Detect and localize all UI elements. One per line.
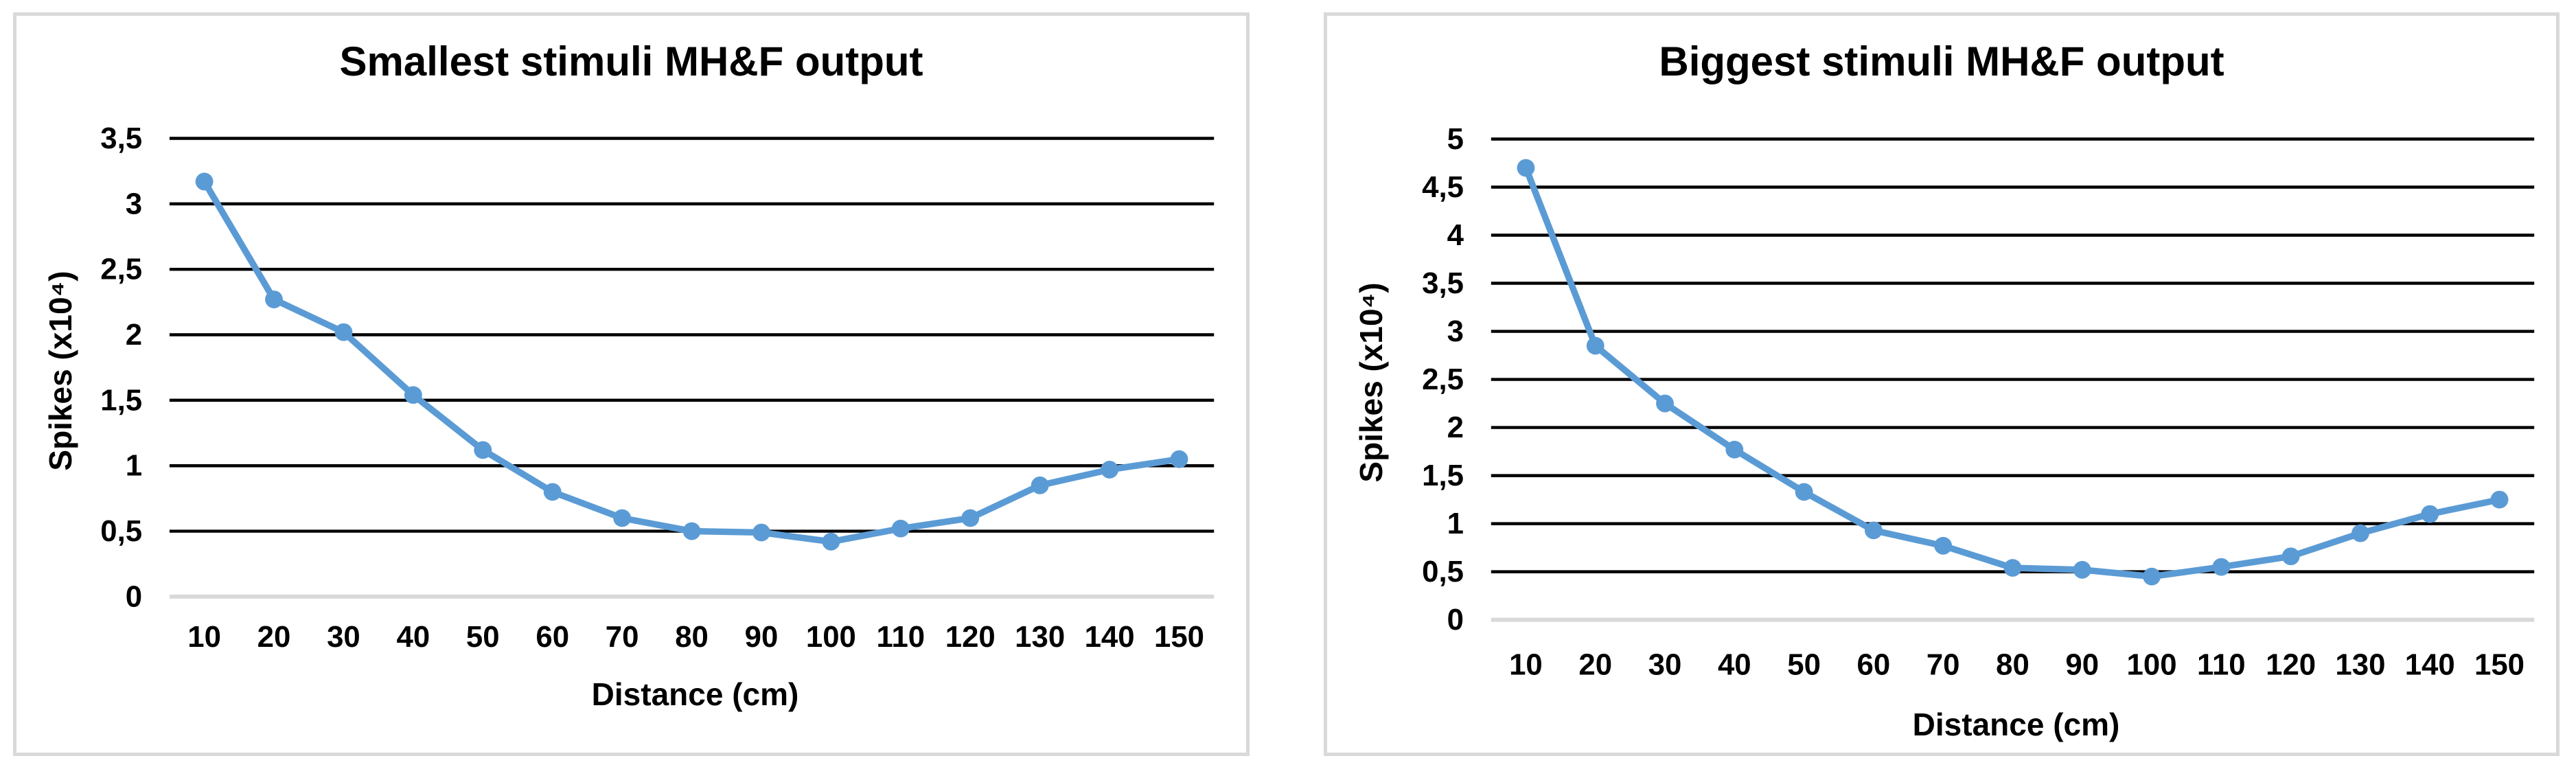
x-axis-title: Distance (cm) — [591, 676, 799, 712]
svg-text:50: 50 — [1787, 648, 1821, 682]
svg-text:50: 50 — [466, 620, 500, 654]
line-chart-plot-smallest: 3,5 3 2,5 2 1,5 1 0,5 0 10 20 30 40 50 60 70 80 90 100 110… — [100, 122, 1215, 654]
svg-text:140: 140 — [2405, 648, 2455, 682]
svg-text:120: 120 — [945, 620, 996, 654]
chart-panel-biggest-stimuli: Biggest stimuli MH&F output Spikes (x10⁴… — [1324, 12, 2560, 756]
svg-text:70: 70 — [1927, 648, 1960, 682]
svg-text:120: 120 — [2266, 648, 2316, 682]
svg-text:80: 80 — [1996, 648, 2029, 682]
svg-text:60: 60 — [536, 620, 569, 654]
svg-text:150: 150 — [1154, 620, 1204, 654]
svg-text:40: 40 — [397, 620, 430, 654]
svg-text:140: 140 — [1085, 620, 1135, 654]
svg-text:70: 70 — [606, 620, 639, 654]
svg-text:20: 20 — [1578, 648, 1612, 682]
svg-text:40: 40 — [1718, 648, 1751, 682]
svg-text:10: 10 — [1509, 648, 1543, 682]
svg-text:0,5: 0,5 — [1422, 555, 1464, 588]
svg-text:3,5: 3,5 — [1422, 266, 1464, 300]
svg-text:3: 3 — [1447, 314, 1464, 348]
svg-text:0,5: 0,5 — [100, 514, 142, 548]
svg-text:1: 1 — [1447, 507, 1464, 540]
svg-text:130: 130 — [2335, 648, 2385, 682]
svg-text:3,5: 3,5 — [100, 122, 142, 155]
svg-text:20: 20 — [257, 620, 291, 654]
chart-title: Smallest stimuli MH&F output — [339, 38, 923, 84]
svg-text:2: 2 — [126, 318, 142, 352]
svg-text:5: 5 — [1447, 122, 1464, 156]
svg-text:4: 4 — [1447, 218, 1464, 252]
svg-text:130: 130 — [1015, 620, 1065, 654]
svg-text:0: 0 — [1447, 603, 1464, 637]
svg-text:2: 2 — [1447, 411, 1464, 444]
chart-title: Biggest stimuli MH&F output — [1659, 38, 2224, 84]
svg-text:110: 110 — [2197, 648, 2246, 682]
svg-text:100: 100 — [806, 620, 856, 654]
svg-text:100: 100 — [2127, 648, 2177, 682]
svg-text:80: 80 — [675, 620, 709, 654]
svg-text:30: 30 — [327, 620, 360, 654]
svg-text:60: 60 — [1857, 648, 1891, 682]
svg-text:0: 0 — [126, 580, 142, 613]
svg-text:2,5: 2,5 — [100, 253, 142, 286]
svg-text:2,5: 2,5 — [1422, 363, 1464, 396]
svg-text:1,5: 1,5 — [1422, 459, 1464, 492]
svg-text:3: 3 — [126, 187, 142, 220]
svg-text:4,5: 4,5 — [1422, 170, 1464, 204]
svg-text:1,5: 1,5 — [100, 383, 142, 417]
svg-text:90: 90 — [2065, 648, 2099, 682]
svg-text:90: 90 — [745, 620, 779, 654]
x-axis-title: Distance (cm) — [1912, 707, 2120, 742]
svg-text:1: 1 — [126, 449, 142, 483]
line-chart-plot-biggest: 5 4,5 4 3,5 3 2,5 2 1,5 1 0,5 0 10 20 30 40 50 60 70 80 90 1… — [1422, 122, 2535, 682]
svg-text:30: 30 — [1648, 648, 1682, 682]
chart-panel-smallest-stimuli: Smallest stimuli MH&F output Spikes (x10… — [13, 12, 1250, 756]
svg-text:110: 110 — [877, 620, 925, 654]
svg-text:10: 10 — [187, 620, 221, 654]
svg-text:150: 150 — [2474, 648, 2525, 682]
